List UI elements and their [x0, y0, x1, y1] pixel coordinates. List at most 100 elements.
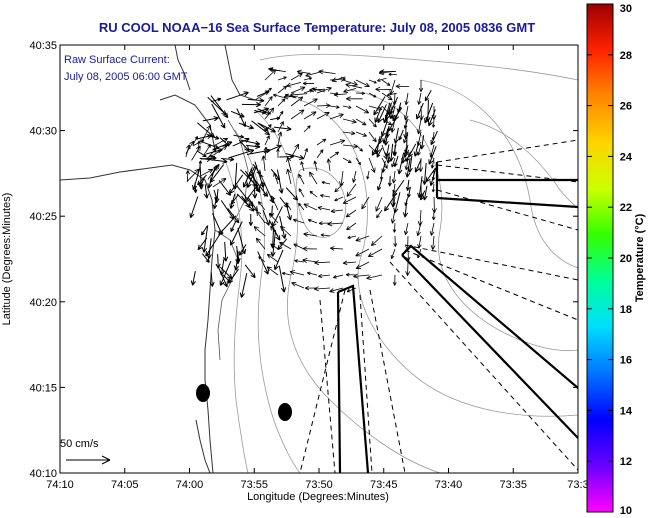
- current-vector: [237, 227, 247, 255]
- colorbar-ticks: 30 28 26 24 22 20 18 16 14 12 10: [587, 3, 633, 517]
- current-vector: [419, 135, 425, 150]
- current-vector: [404, 92, 409, 106]
- current-vector: [290, 143, 300, 159]
- current-vector: [285, 204, 292, 221]
- coastline: [224, 44, 269, 101]
- current-vector: [368, 131, 377, 143]
- current-vector: [232, 137, 250, 147]
- current-vector: [392, 274, 397, 286]
- current-vector: [388, 72, 398, 77]
- radial-dashed: [389, 261, 579, 471]
- current-vector: [292, 218, 305, 224]
- cb-tick-label: 22: [620, 202, 632, 214]
- current-vector: [353, 273, 370, 279]
- depth-contour: [419, 79, 579, 269]
- current-vector: [318, 273, 331, 279]
- current-vector: [283, 94, 299, 100]
- current-vector: [276, 169, 284, 194]
- current-vector: [244, 170, 261, 193]
- current-vector: [268, 213, 279, 224]
- current-vector: [382, 102, 391, 124]
- current-vector: [251, 120, 270, 136]
- current-vector: [264, 87, 272, 94]
- current-vector: [429, 167, 437, 187]
- current-vector: [355, 105, 370, 114]
- current-vector: [417, 176, 423, 198]
- radial-dashed: [369, 289, 406, 474]
- current-vector: [219, 260, 232, 286]
- current-vector: [218, 215, 237, 236]
- current-vector: [368, 118, 377, 128]
- current-vector: [318, 221, 331, 226]
- current-vector: [211, 103, 226, 129]
- current-vector: [298, 173, 305, 185]
- current-vector: [200, 168, 214, 177]
- current-vector: [342, 130, 356, 136]
- x-tick-label: 74:00: [176, 479, 204, 491]
- current-vector: [270, 230, 277, 257]
- current-vector: [273, 172, 279, 185]
- coastline: [159, 94, 216, 151]
- cb-tick-label: 26: [620, 101, 632, 113]
- current-vector: [413, 141, 420, 157]
- current-vector: [255, 237, 266, 250]
- coastline: [174, 44, 191, 91]
- radial-dashed: [436, 139, 579, 163]
- current-vector: [414, 158, 422, 173]
- current-vector: [355, 79, 370, 88]
- current-vector: [204, 155, 214, 160]
- current-vector: [366, 274, 383, 280]
- current-vector: [303, 98, 318, 107]
- current-vector: [236, 250, 241, 263]
- current-vector: [424, 102, 434, 124]
- radial-box: [401, 254, 579, 439]
- x-tick-label: 73:45: [370, 479, 398, 491]
- cb-tick-label: 16: [620, 355, 632, 367]
- current-vector: [304, 285, 318, 291]
- current-vector: [201, 253, 210, 263]
- current-vector: [342, 196, 357, 204]
- current-vector: [407, 155, 413, 173]
- current-vector: [377, 178, 383, 191]
- current-vector: [385, 144, 390, 157]
- x-tick-label: 73:50: [305, 479, 333, 491]
- current-vector: [392, 179, 405, 197]
- current-vector: [355, 248, 370, 257]
- current-vector: [314, 260, 331, 266]
- current-vector: [376, 147, 383, 158]
- current-vector: [389, 79, 396, 95]
- current-vector: [285, 202, 292, 211]
- current-vector: [386, 152, 391, 164]
- cb-tick-label: 12: [620, 456, 632, 468]
- depth-contour: [259, 53, 579, 81]
- current-vector: [375, 86, 392, 92]
- current-vector: [326, 158, 332, 172]
- y-tick-label: 40:15: [29, 382, 57, 394]
- current-vector: [263, 146, 268, 159]
- current-vector: [274, 249, 284, 271]
- current-vector: [329, 113, 344, 120]
- current-vector: [329, 139, 346, 146]
- current-vector: [185, 170, 190, 182]
- current-vector: [370, 235, 383, 247]
- current-vector: [368, 92, 377, 98]
- current-vector: [209, 164, 225, 183]
- plot-area: [59, 44, 579, 474]
- current-vector: [192, 136, 199, 145]
- current-vector: [246, 165, 258, 189]
- current-vector: [316, 103, 331, 108]
- current-vector: [404, 222, 409, 235]
- current-vector: [368, 79, 377, 84]
- current-vector: [266, 266, 279, 276]
- current-vector: [264, 107, 275, 120]
- current-vector: [415, 102, 424, 120]
- current-vector: [277, 121, 284, 133]
- current-vector: [303, 77, 313, 81]
- scale-arrow: [66, 455, 111, 465]
- radial-box: [336, 291, 342, 474]
- current-vector: [248, 166, 256, 177]
- current-vector: [211, 163, 220, 177]
- current-vector: [355, 157, 361, 166]
- current-vector: [316, 149, 324, 159]
- current-vector: [367, 248, 383, 258]
